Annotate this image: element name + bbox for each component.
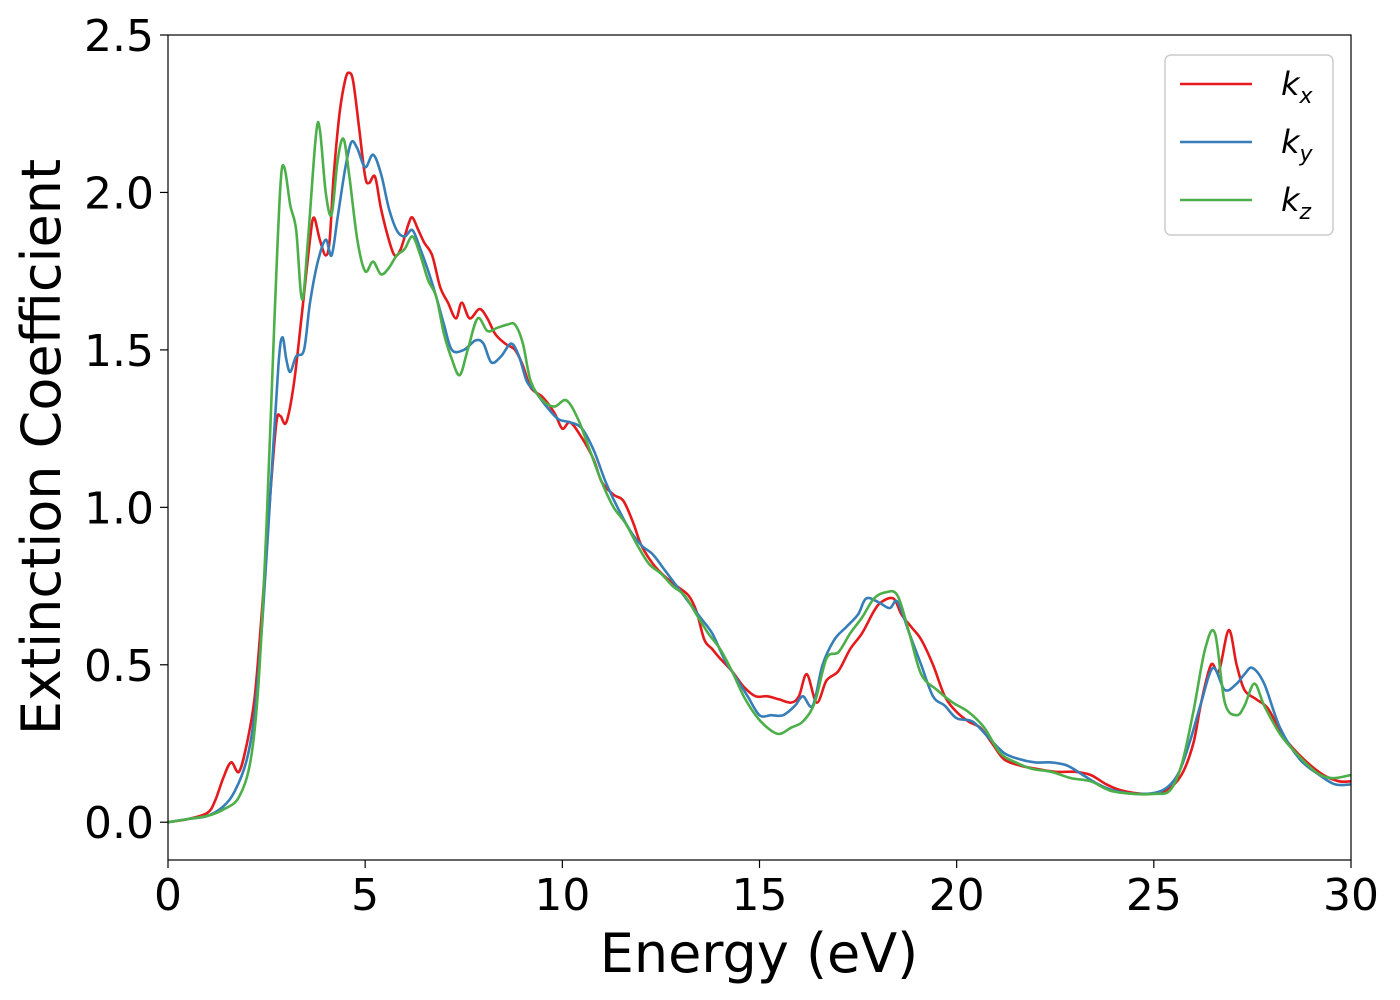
legend-label-base: k: [1281, 123, 1301, 161]
y-tick-label: 1.5: [84, 326, 154, 377]
series-lines: [168, 71, 1351, 824]
series-line-x: [168, 71, 1351, 824]
series-line-y: [168, 139, 1351, 824]
x-tick-label: 30: [1323, 870, 1379, 921]
legend-label-base: k: [1281, 181, 1301, 219]
x-axis-title: Energy (eV): [600, 922, 919, 985]
legend-label-base: k: [1281, 65, 1301, 103]
y-tick-label: 0.0: [84, 798, 154, 849]
y-tick-label: 2.0: [84, 168, 154, 219]
legend-label-subscript: z: [1299, 200, 1312, 225]
x-tick-label: 25: [1126, 870, 1182, 921]
x-axis: 0 5 10 15 20 25 30: [154, 860, 1379, 921]
x-tick-label: 0: [154, 870, 182, 921]
legend-label-x: kx: [1281, 65, 1314, 109]
y-tick-label: 0.5: [84, 641, 154, 692]
legend-label-subscript: x: [1299, 84, 1314, 109]
y-axis: 0.0 0.5 1.0 1.5 2.0 2.5: [84, 11, 168, 849]
y-axis-title: Extinction Coefficient: [10, 159, 73, 735]
y-tick-label: 1.0: [84, 483, 154, 534]
x-tick-label: 10: [534, 870, 590, 921]
legend-label-z: kz: [1281, 181, 1312, 225]
x-tick-label: 5: [351, 870, 379, 921]
series-line-z: [168, 120, 1351, 824]
y-tick-label: 2.5: [84, 11, 154, 62]
x-tick-label: 20: [929, 870, 985, 921]
legend-box: [1164, 54, 1334, 236]
x-tick-label: 15: [732, 870, 788, 921]
legend-label-subscript: y: [1299, 142, 1314, 167]
legend-label-y: ky: [1281, 123, 1314, 167]
